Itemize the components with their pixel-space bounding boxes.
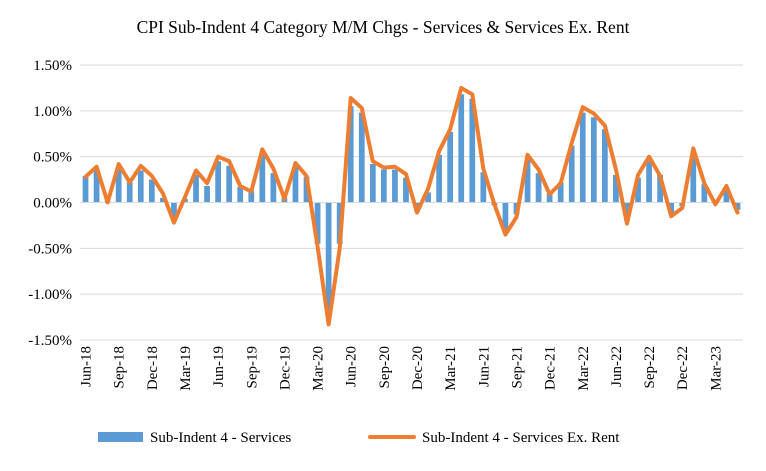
y-tick-label: -0.50% bbox=[28, 241, 72, 257]
bar bbox=[303, 176, 310, 203]
bar bbox=[82, 175, 89, 203]
bar bbox=[535, 173, 542, 203]
bar bbox=[237, 186, 244, 203]
x-tick-label: Mar-22 bbox=[576, 346, 592, 391]
bar bbox=[668, 202, 675, 215]
bar bbox=[137, 170, 144, 203]
bar bbox=[469, 98, 476, 203]
bar bbox=[690, 154, 697, 203]
legend-label: Sub-Indent 4 - Services bbox=[150, 430, 291, 446]
x-tick-label: Mar-21 bbox=[443, 346, 459, 391]
x-tick-label: Mar-20 bbox=[311, 346, 327, 391]
bar bbox=[646, 161, 652, 203]
x-tick-label: Sep-22 bbox=[642, 346, 658, 389]
x-tick-label: Sep-20 bbox=[377, 346, 393, 389]
bar bbox=[381, 169, 387, 203]
bar bbox=[347, 106, 354, 203]
y-tick-label: 0.50% bbox=[33, 150, 72, 166]
legend-label: Sub-Indent 4 - Services Ex. Rent bbox=[422, 430, 620, 446]
bar bbox=[325, 202, 332, 318]
x-tick-label: Dec-21 bbox=[543, 346, 559, 390]
bar bbox=[436, 154, 442, 203]
y-tick-label: -1.00% bbox=[28, 287, 72, 303]
bar bbox=[602, 129, 608, 203]
bar bbox=[480, 172, 487, 203]
bar bbox=[115, 167, 122, 203]
x-tick-label: Mar-19 bbox=[178, 346, 194, 391]
bar bbox=[590, 117, 597, 203]
bar bbox=[259, 154, 266, 203]
bar bbox=[226, 165, 233, 203]
bar bbox=[425, 192, 431, 203]
y-tick-label: 0.00% bbox=[33, 196, 72, 212]
x-tick-label: Jun-22 bbox=[609, 346, 625, 387]
axes: 1.50% 1.00% 0.50% 0.00% -0.50% -1.00% -1.50% Ju… bbox=[28, 58, 743, 391]
bar bbox=[734, 202, 741, 210]
bar bbox=[557, 182, 564, 203]
bar bbox=[502, 202, 509, 232]
bar bbox=[248, 190, 255, 203]
bar bbox=[160, 197, 166, 203]
x-tick-label: Dec-20 bbox=[410, 346, 426, 390]
x-tick-label: Dec-19 bbox=[277, 346, 293, 390]
x-tick-label: Jun-20 bbox=[344, 346, 360, 387]
bar bbox=[701, 184, 708, 203]
x-tick-label: Dec-22 bbox=[675, 346, 691, 390]
bar bbox=[657, 175, 663, 203]
bar bbox=[568, 145, 575, 203]
bar bbox=[524, 159, 531, 203]
legend: Sub-Indent 4 - Services Sub-Indent 4 - Se… bbox=[98, 430, 620, 446]
bar bbox=[723, 187, 730, 203]
x-tick-label: Sep-21 bbox=[509, 346, 525, 389]
y-tick-label: 1.00% bbox=[33, 104, 72, 120]
x-tick-label: Sep-19 bbox=[244, 346, 260, 389]
x-tick-label: Jun-19 bbox=[211, 346, 227, 387]
series-line bbox=[83, 85, 740, 327]
chart-title: CPI Sub-Indent 4 Category M/M Chgs - Ser… bbox=[137, 17, 630, 37]
bar bbox=[403, 177, 409, 203]
bar bbox=[369, 164, 376, 203]
bar bbox=[624, 202, 630, 221]
bar bbox=[546, 193, 553, 203]
line-series bbox=[83, 85, 740, 327]
x-tick-label: Mar-23 bbox=[708, 346, 724, 391]
bar bbox=[270, 173, 277, 203]
bar bbox=[215, 161, 221, 203]
gridlines bbox=[80, 64, 743, 341]
bar bbox=[292, 165, 299, 203]
bar bbox=[635, 177, 641, 203]
y-tick-label: 1.50% bbox=[33, 58, 72, 74]
bar bbox=[171, 202, 177, 219]
bar bbox=[358, 112, 365, 203]
x-tick-label: Jun-21 bbox=[476, 346, 492, 387]
bar bbox=[447, 131, 454, 203]
legend-swatch-bar bbox=[98, 432, 143, 442]
bar bbox=[579, 112, 586, 203]
bar bbox=[613, 175, 619, 203]
x-tick-label: Dec-18 bbox=[145, 346, 161, 390]
bar bbox=[126, 182, 133, 203]
bar bbox=[204, 186, 210, 203]
bar bbox=[93, 170, 100, 203]
bar bbox=[193, 175, 199, 203]
bar bbox=[458, 94, 465, 203]
bar bbox=[314, 202, 321, 244]
bar bbox=[148, 179, 155, 203]
y-tick-label: -1.50% bbox=[28, 333, 72, 349]
x-tick-label: Sep-18 bbox=[112, 346, 128, 389]
bar bbox=[392, 169, 398, 203]
x-tick-label: Jun-18 bbox=[79, 346, 95, 387]
